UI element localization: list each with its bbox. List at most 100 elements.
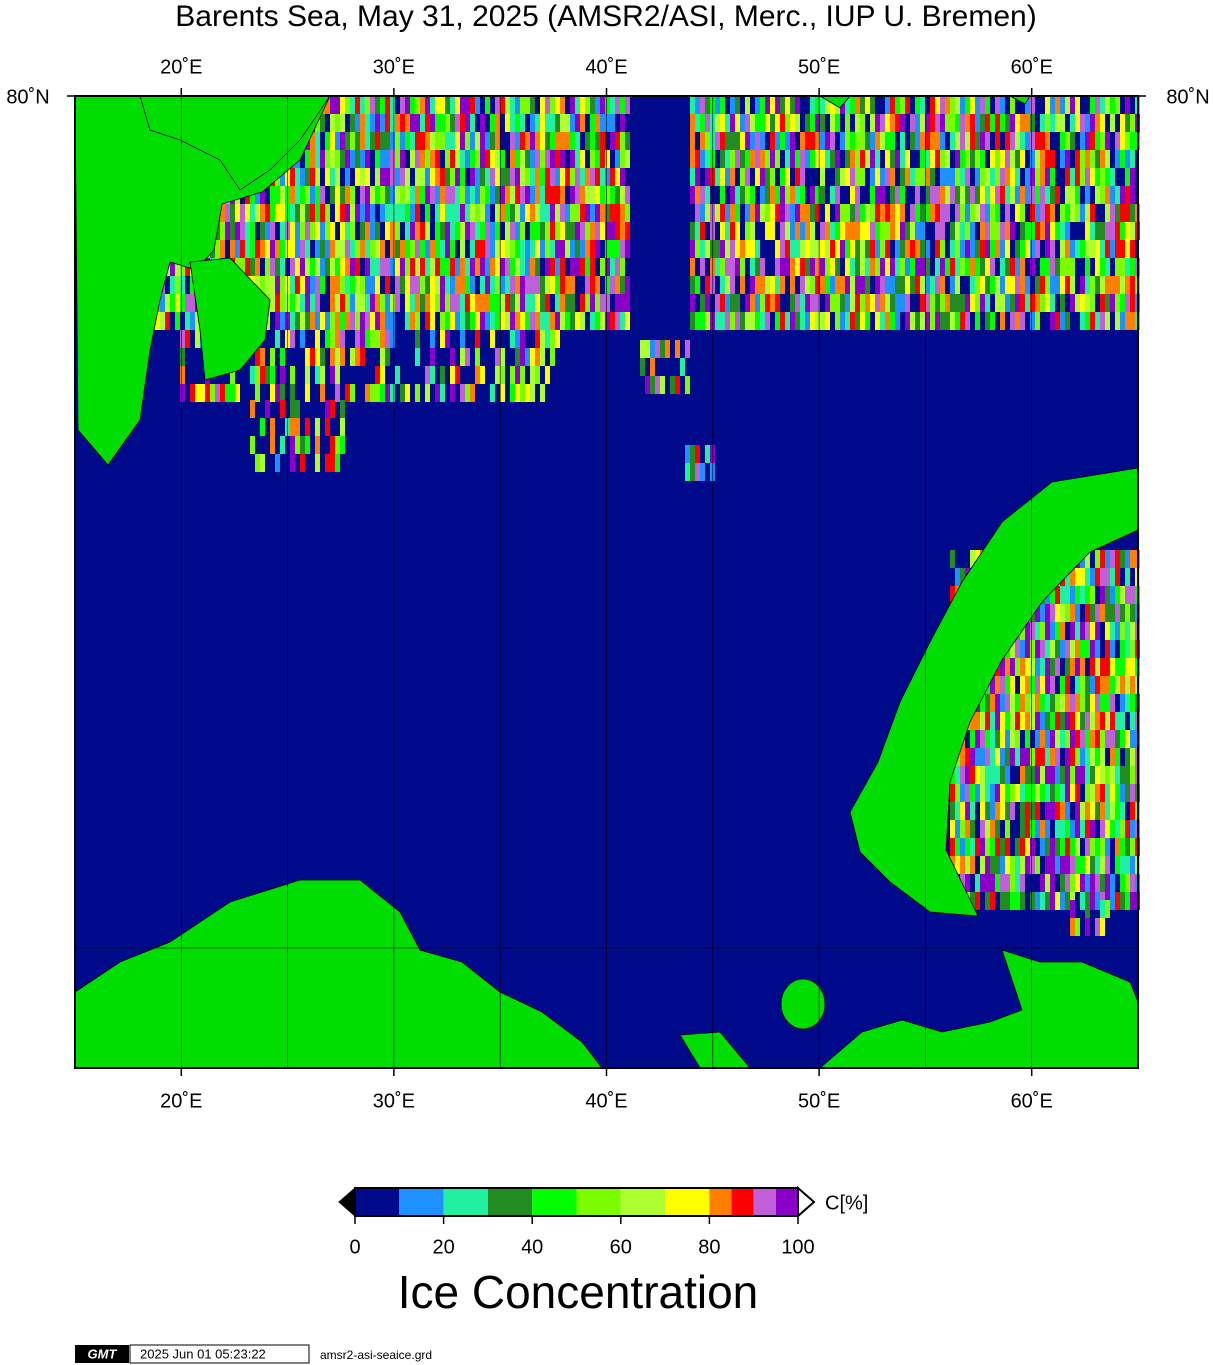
ice-pixel xyxy=(1005,258,1010,276)
ice-pixel xyxy=(745,132,750,150)
ice-pixel xyxy=(1080,820,1085,838)
ice-pixel xyxy=(1080,168,1085,186)
ice-pixel xyxy=(1105,802,1110,820)
ice-pixel xyxy=(865,96,870,114)
ice-pixel xyxy=(625,96,630,114)
ice-pixel xyxy=(565,240,570,258)
ice-pixel xyxy=(330,330,335,348)
ice-pixel xyxy=(460,114,465,132)
ice-pixel xyxy=(295,276,300,294)
ice-pixel xyxy=(1010,802,1015,820)
ice-pixel xyxy=(960,766,965,784)
ice-pixel xyxy=(1070,856,1075,874)
ice-pixel xyxy=(555,222,560,240)
ice-pixel xyxy=(980,784,985,802)
colorbar-segment xyxy=(731,1188,754,1216)
ice-pixel xyxy=(695,204,700,222)
ice-pixel xyxy=(1040,294,1045,312)
ice-pixel xyxy=(1005,168,1010,186)
ice-pixel xyxy=(765,204,770,222)
ice-pixel xyxy=(860,132,865,150)
ice-pixel xyxy=(370,330,375,348)
ice-pixel xyxy=(955,294,960,312)
ice-pixel xyxy=(825,240,830,258)
ice-pixel xyxy=(995,222,1000,240)
ice-pixel xyxy=(515,204,520,222)
ice-pixel xyxy=(545,132,550,150)
ice-pixel xyxy=(1010,694,1015,712)
ice-pixel xyxy=(1130,204,1135,222)
ice-pixel xyxy=(305,258,310,276)
ice-pixel xyxy=(775,186,780,204)
ice-pixel xyxy=(920,276,925,294)
ice-pixel xyxy=(1080,712,1085,730)
ice-pixel xyxy=(750,204,755,222)
ice-pixel xyxy=(460,276,465,294)
ice-pixel xyxy=(330,132,335,150)
ice-pixel xyxy=(725,294,730,312)
ice-pixel xyxy=(405,276,410,294)
ice-pixel xyxy=(510,114,515,132)
ice-pixel xyxy=(1035,150,1040,168)
ice-pixel xyxy=(270,366,275,384)
ice-pixel xyxy=(905,258,910,276)
ice-pixel xyxy=(465,150,470,168)
ice-pixel xyxy=(795,240,800,258)
ice-pixel xyxy=(980,712,985,730)
ice-pixel xyxy=(815,258,820,276)
ice-pixel xyxy=(415,330,420,348)
ice-pixel xyxy=(860,168,865,186)
ice-pixel xyxy=(355,276,360,294)
ice-pixel xyxy=(1060,892,1065,910)
ice-pixel xyxy=(460,330,465,348)
ice-pixel xyxy=(695,463,700,481)
ice-pixel xyxy=(290,222,295,240)
ice-pixel xyxy=(865,240,870,258)
ice-pixel xyxy=(705,114,710,132)
ice-pixel xyxy=(1080,748,1085,766)
ice-pixel xyxy=(380,384,385,402)
ice-pixel xyxy=(1000,712,1005,730)
ice-pixel xyxy=(585,132,590,150)
ice-pixel xyxy=(1025,802,1030,820)
ice-pixel xyxy=(280,366,285,384)
ice-pixel xyxy=(180,330,185,348)
ice-pixel xyxy=(990,874,995,892)
ice-pixel xyxy=(310,312,315,330)
ice-pixel xyxy=(690,294,695,312)
ice-pixel xyxy=(900,96,905,114)
ice-pixel xyxy=(910,168,915,186)
ice-pixel xyxy=(850,168,855,186)
ice-pixel xyxy=(545,240,550,258)
ice-pixel xyxy=(950,294,955,312)
ice-pixel xyxy=(875,168,880,186)
ice-pixel xyxy=(935,222,940,240)
ice-pixel xyxy=(440,276,445,294)
ice-pixel xyxy=(445,222,450,240)
ice-pixel xyxy=(1125,96,1130,114)
ice-pixel xyxy=(1080,730,1085,748)
ice-pixel xyxy=(950,258,955,276)
ice-pixel xyxy=(1015,658,1020,676)
ice-pixel xyxy=(450,276,455,294)
ice-pixel xyxy=(480,222,485,240)
ice-pixel xyxy=(920,222,925,240)
ice-pixel xyxy=(1075,658,1080,676)
ice-pixel xyxy=(1070,568,1075,586)
ice-pixel xyxy=(1085,276,1090,294)
ice-pixel xyxy=(270,240,275,258)
ice-pixel xyxy=(855,204,860,222)
ice-pixel xyxy=(975,712,980,730)
ice-pixel xyxy=(1100,312,1105,330)
ice-pixel xyxy=(205,384,210,402)
ice-pixel xyxy=(550,276,555,294)
ice-pixel xyxy=(520,294,525,312)
ice-pixel xyxy=(525,294,530,312)
ice-pixel xyxy=(690,445,695,463)
ice-pixel xyxy=(1020,874,1025,892)
ice-pixel xyxy=(615,186,620,204)
ice-pixel xyxy=(250,366,255,384)
ice-pixel xyxy=(715,168,720,186)
ice-pixel xyxy=(455,150,460,168)
ice-pixel xyxy=(965,168,970,186)
